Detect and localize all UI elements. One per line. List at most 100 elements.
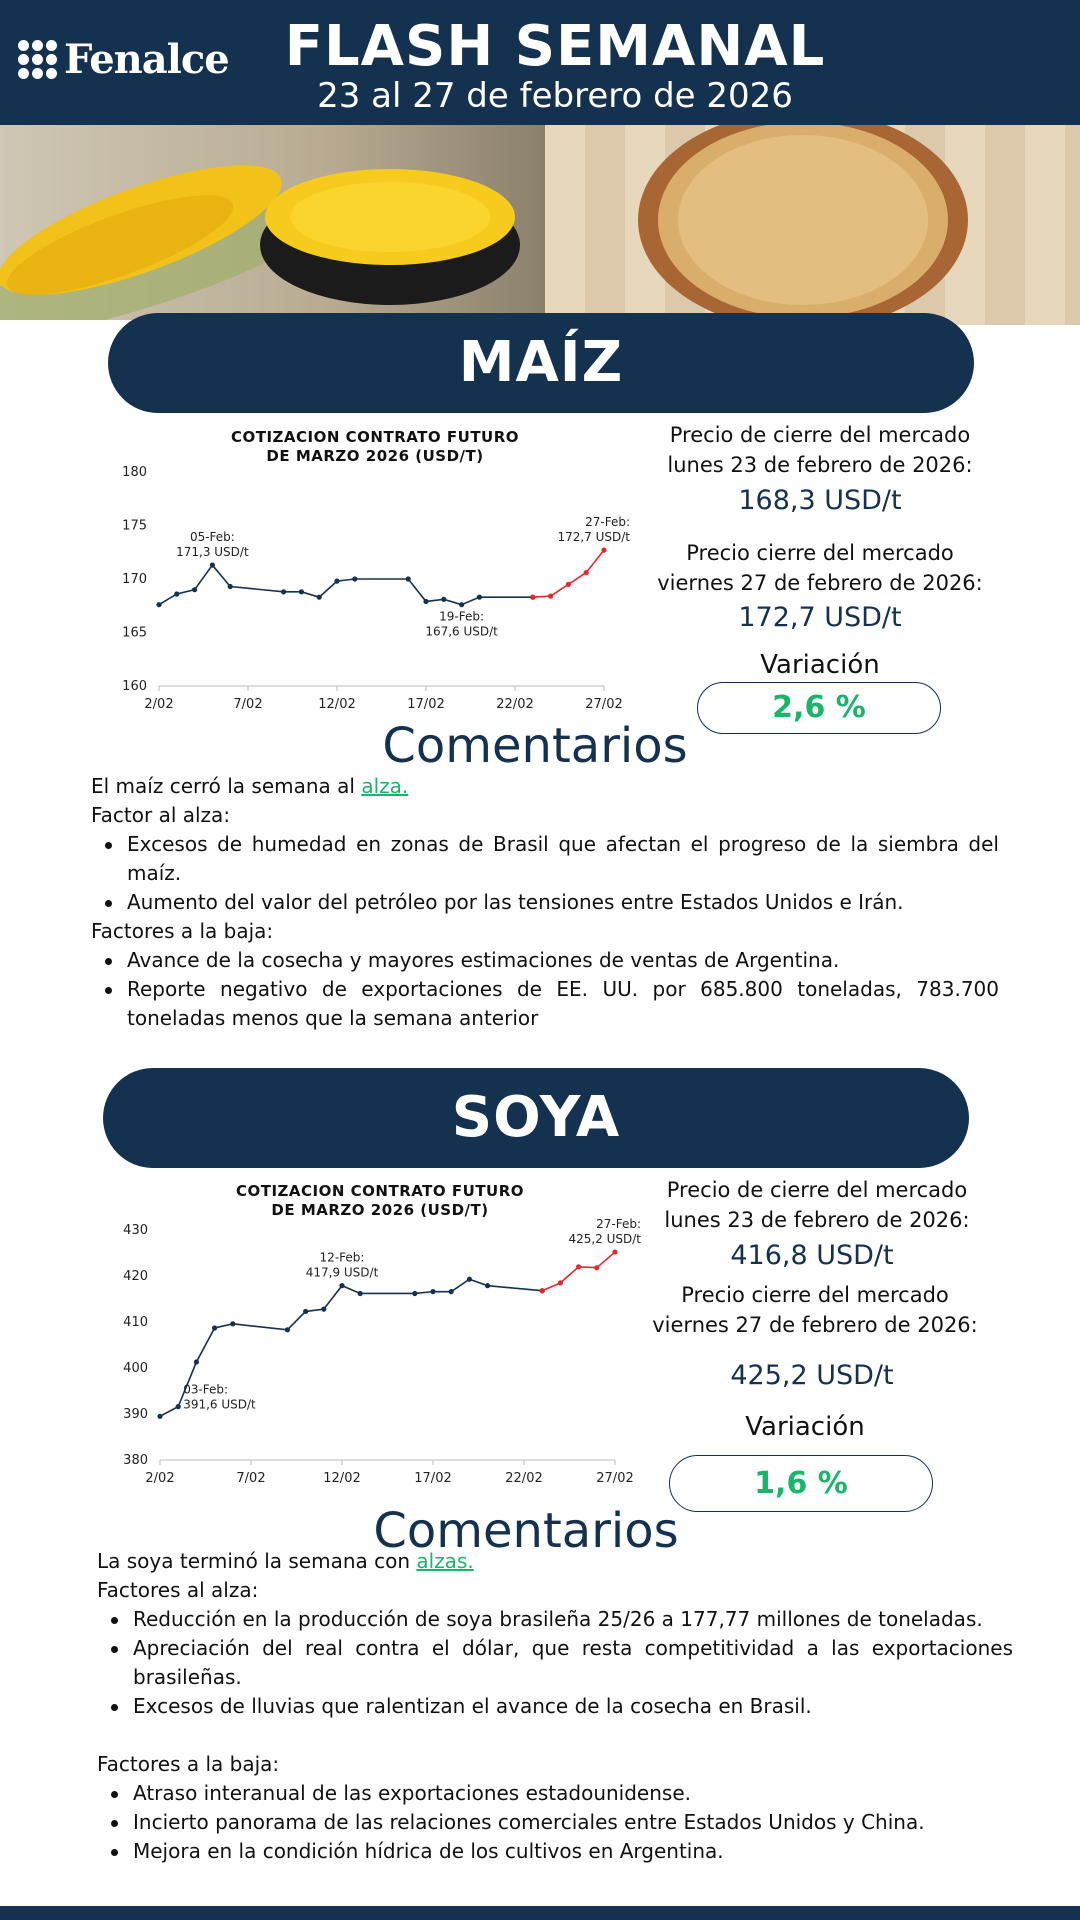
x-tick-label: 7/02	[233, 697, 262, 712]
soybean-photo	[545, 125, 1080, 325]
maiz-close-price: 172,7 USD/t	[738, 602, 902, 633]
data-point	[459, 602, 465, 608]
data-point	[175, 1404, 181, 1410]
data-label: 19-Feb:	[439, 610, 484, 624]
list-item: Reporte negativo de exportaciones de EE.…	[105, 975, 999, 1033]
data-point	[485, 1283, 491, 1289]
series-line-1	[541, 1251, 616, 1292]
fenalce-logo: Fenalce	[18, 36, 230, 83]
list-item: Apreciación del real contra el dólar, qu…	[111, 1634, 1013, 1692]
data-point	[423, 598, 429, 605]
soya-price-chart: 380 390 400 410 420 430 2/02 7/02 12/02 17/02 22/0…	[123, 1217, 641, 1485]
maiz-banner: MAÍZ	[108, 313, 974, 413]
soya-close-label-line-1: Precio cierre del mercado	[681, 1283, 949, 1307]
data-point	[548, 593, 554, 599]
maiz-open-label: Precio de cierre del mercado lunes 23 de…	[640, 420, 1000, 480]
maiz-trend-link[interactable]: alza.	[361, 774, 409, 798]
maiz-comments-title: Comentarios	[382, 718, 688, 774]
data-point	[352, 576, 358, 582]
data-point	[339, 1283, 345, 1289]
soya-open-price: 416,8 USD/t	[730, 1240, 894, 1271]
data-point	[612, 1249, 618, 1255]
data-point	[316, 594, 322, 600]
x-tick-label: 17/02	[407, 697, 444, 712]
data-point	[530, 594, 536, 600]
data-point	[230, 1321, 236, 1327]
data-point	[192, 587, 198, 593]
data-point	[430, 1289, 436, 1295]
x-tick-label: 22/02	[496, 697, 533, 712]
data-label: 425,2 USD/t	[568, 1232, 641, 1246]
x-tick-label: 2/02	[144, 697, 173, 712]
data-label: 05-Feb:	[190, 530, 235, 544]
maiz-down-list: Avance de la cosecha y mayores estimacio…	[105, 946, 999, 1033]
data-point	[405, 576, 411, 582]
x-tick-label: 27/02	[585, 697, 622, 712]
soya-intro: La soya terminó la semana con alzas.	[97, 1547, 1013, 1576]
soya-chart-title-line-1: COTIZACION CONTRATO FUTURO	[235, 1182, 525, 1200]
data-point	[193, 1359, 199, 1365]
maiz-down-title: Factores a la baja:	[91, 919, 274, 943]
page-title: FLASH SEMANAL	[284, 14, 826, 79]
data-point	[156, 602, 162, 608]
data-label: 171,3 USD/t	[176, 545, 249, 559]
data-point	[466, 1276, 472, 1282]
maiz-chart-title-line-2: DE MARZO 2026 (USD/T)	[266, 447, 484, 465]
logo-text: Fenalce	[64, 36, 230, 83]
list-item: Atraso interanual de las exportaciones e…	[111, 1779, 1013, 1808]
data-label: 03-Feb:	[183, 1383, 228, 1397]
y-tick-label: 180	[122, 465, 147, 480]
maiz-up-list: Excesos de humedad en zonas de Brasil qu…	[105, 830, 999, 917]
maiz-variation-badge: 2,6 %	[697, 682, 941, 734]
soya-close-label: Precio cierre del mercado viernes 27 de …	[635, 1280, 995, 1340]
soya-open-label: Precio de cierre del mercado lunes 23 de…	[637, 1175, 997, 1235]
soya-down-list: Atraso interanual de las exportaciones e…	[111, 1779, 1013, 1866]
y-tick-label: 390	[123, 1407, 148, 1422]
soya-chart-title: COTIZACION CONTRATO FUTURO DE MARZO 2026…	[205, 1182, 555, 1220]
header-bar: Fenalce FLASH SEMANAL 23 al 27 de febrer…	[0, 0, 1080, 125]
y-tick-label: 430	[123, 1223, 148, 1238]
maiz-intro-text: El maíz cerró la semana al	[91, 774, 362, 798]
data-point	[557, 1280, 563, 1286]
series-line-1	[532, 549, 605, 598]
maiz-up-title: Factor al alza:	[91, 803, 231, 827]
data-point	[209, 562, 215, 568]
maiz-variation-label: Variación	[760, 650, 880, 680]
data-point	[212, 1325, 218, 1331]
maiz-comments: El maíz cerró la semana al alza. Factor …	[91, 772, 999, 1033]
page-date: 23 al 27 de febrero de 2026	[317, 76, 793, 116]
data-point	[594, 1265, 600, 1271]
x-tick-label: 17/02	[414, 1471, 451, 1485]
data-point	[476, 594, 482, 600]
list-item: Avance de la cosecha y mayores estimacio…	[105, 946, 999, 975]
data-point	[565, 581, 571, 587]
y-tick-label: 400	[123, 1361, 148, 1376]
maiz-open-label-line-1: Precio de cierre del mercado	[669, 423, 971, 447]
soya-variation-badge: 1,6 %	[669, 1455, 933, 1512]
maiz-chart-title-line-1: COTIZACION CONTRATO FUTURO	[230, 428, 520, 446]
series-line-0	[158, 563, 533, 606]
data-point	[441, 596, 447, 602]
data-point	[284, 1327, 290, 1333]
x-tick-label: 7/02	[236, 1471, 265, 1485]
data-label: 27-Feb:	[585, 515, 630, 529]
data-point	[412, 1290, 418, 1297]
data-point	[321, 1306, 327, 1312]
soya-trend-link[interactable]: alzas.	[416, 1549, 474, 1573]
maiz-close-label: Precio cierre del mercado viernes 27 de …	[640, 538, 1000, 598]
soya-comments: La soya terminó la semana con alzas. Fac…	[97, 1547, 1013, 1866]
soya-intro-text: La soya terminó la semana con	[97, 1549, 417, 1573]
soya-up-list: Reducción en la producción de soya brasi…	[111, 1605, 1013, 1721]
list-item: Excesos de humedad en zonas de Brasil qu…	[105, 830, 999, 888]
y-tick-label: 165	[122, 626, 147, 641]
soya-close-price: 425,2 USD/t	[730, 1360, 894, 1391]
maiz-open-price: 168,3 USD/t	[738, 485, 902, 516]
x-tick-label: 27/02	[596, 1471, 633, 1485]
corn-photo	[0, 125, 545, 320]
data-point	[227, 583, 233, 590]
list-item: Incierto panorama de las relaciones come…	[111, 1808, 1013, 1837]
data-point	[298, 589, 304, 595]
logo-dots-icon	[18, 39, 58, 80]
soya-open-label-line-2: lunes 23 de febrero de 2026:	[664, 1208, 970, 1232]
soya-down-title: Factores a la baja:	[97, 1752, 280, 1776]
